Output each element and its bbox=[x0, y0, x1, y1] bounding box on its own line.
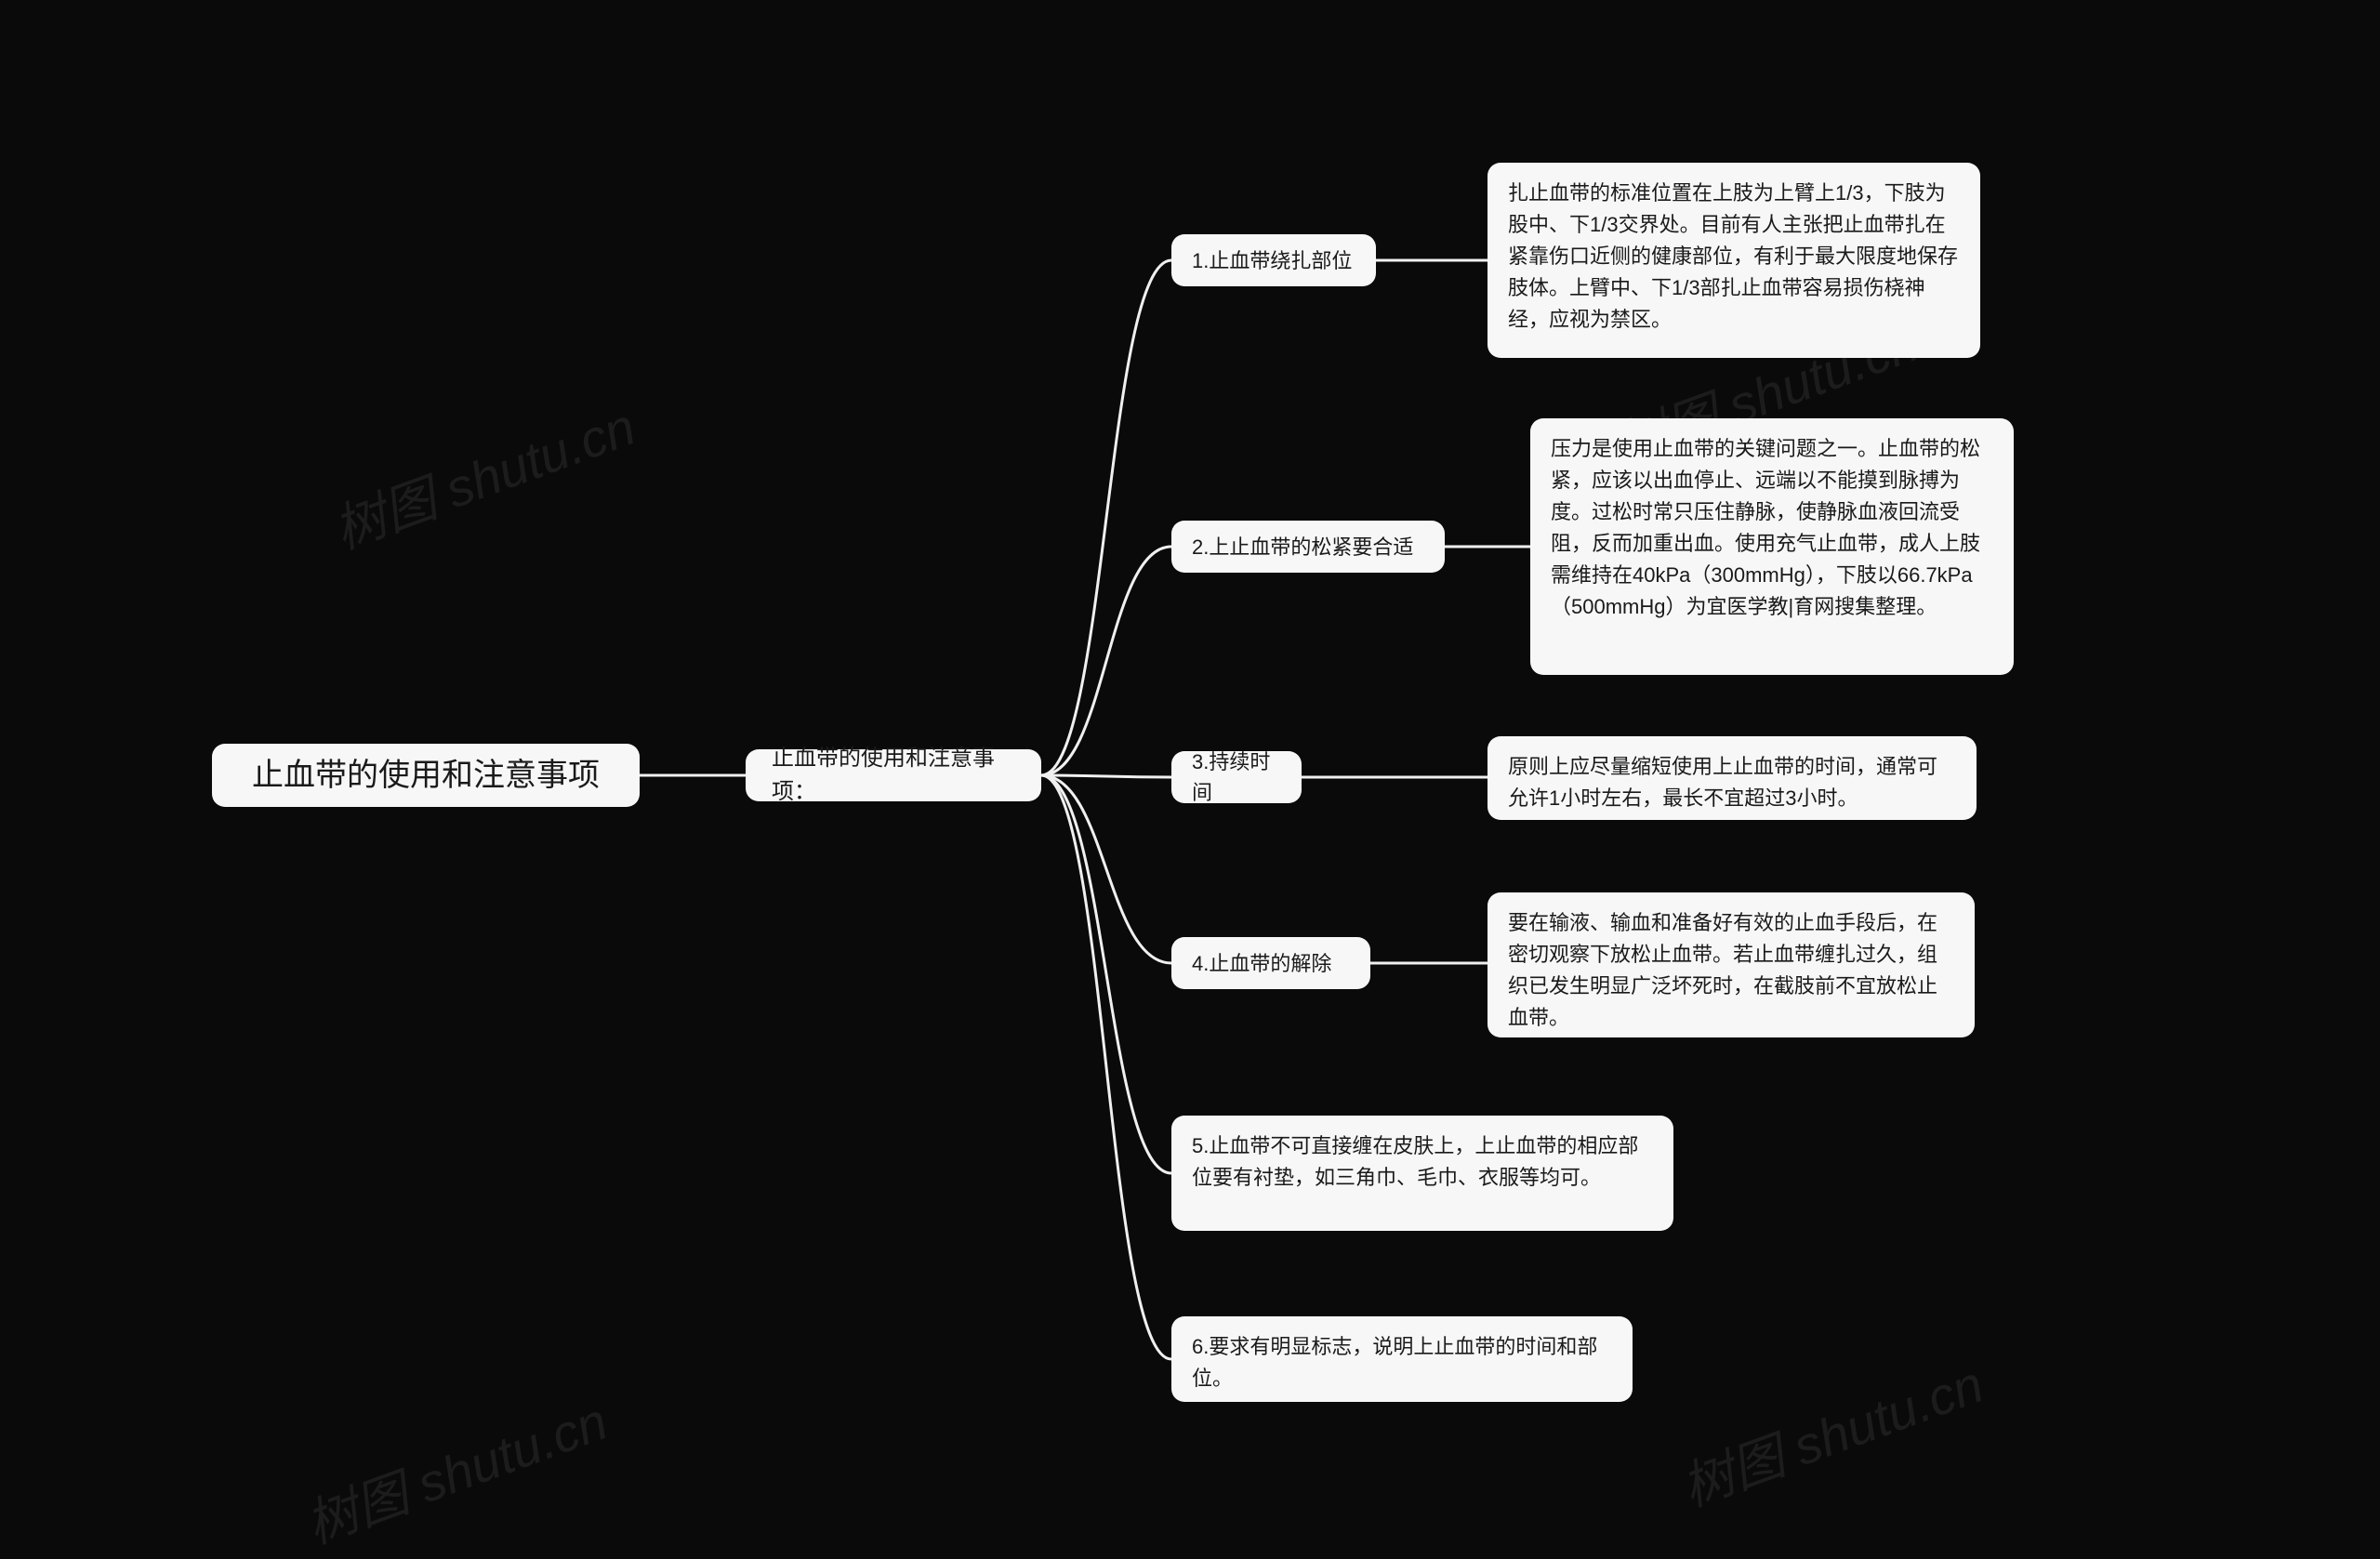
detail-label: 原则上应尽量缩短使用上止血带的时间，通常可允许1小时左右，最长不宜超过3小时。 bbox=[1508, 755, 1937, 810]
level2-label: 6.要求有明显标志，说明上止血带的时间和部位。 bbox=[1192, 1335, 1597, 1390]
level2-label: 4.止血带的解除 bbox=[1192, 948, 1331, 979]
mindmap-root: 止血带的使用和注意事项 bbox=[212, 744, 640, 807]
watermark: 树图 shutu.cn bbox=[1670, 1342, 1992, 1521]
detail-label: 要在输液、输血和准备好有效的止血手段后，在密切观察下放松止血带。若止血带缠扎过久… bbox=[1508, 911, 1937, 1029]
mindmap-detail-item: 原则上应尽量缩短使用上止血带的时间，通常可允许1小时左右，最长不宜超过3小时。 bbox=[1488, 736, 1977, 820]
detail-label: 扎止血带的标准位置在上肢为上臂上1/3，下肢为股中、下1/3交界处。目前有人主张… bbox=[1508, 181, 1958, 331]
level2-label: 5.止血带不可直接缠在皮肤上，上止血带的相应部位要有衬垫，如三角巾、毛巾、衣服等… bbox=[1192, 1134, 1638, 1189]
mindmap-level1: 止血带的使用和注意事项： bbox=[746, 749, 1041, 801]
level2-label: 1.止血带绕扎部位 bbox=[1192, 245, 1352, 276]
level2-label: 3.持续时间 bbox=[1192, 746, 1281, 808]
mindmap-detail-item: 压力是使用止血带的关键问题之一。止血带的松紧，应该以出血停止、远端以不能摸到脉搏… bbox=[1530, 418, 2014, 675]
level2-label: 2.上止血带的松紧要合适 bbox=[1192, 532, 1413, 562]
mindmap-detail-item: 要在输液、输血和准备好有效的止血手段后，在密切观察下放松止血带。若止血带缠扎过久… bbox=[1488, 892, 1975, 1037]
mindmap-level2-item: 6.要求有明显标志，说明上止血带的时间和部位。 bbox=[1171, 1316, 1633, 1402]
watermark: 树图 shutu.cn bbox=[294, 1380, 616, 1558]
mindmap-level2-item: 2.上止血带的松紧要合适 bbox=[1171, 521, 1445, 573]
mindmap-level2-item: 3.持续时间 bbox=[1171, 751, 1302, 803]
level1-label: 止血带的使用和注意事项： bbox=[772, 742, 1015, 809]
watermark: 树图 shutu.cn bbox=[322, 385, 644, 563]
mindmap-level2-item: 1.止血带绕扎部位 bbox=[1171, 234, 1376, 286]
mindmap-level2-item: 4.止血带的解除 bbox=[1171, 937, 1370, 989]
root-label: 止血带的使用和注意事项 bbox=[252, 752, 600, 799]
mindmap-detail-item: 扎止血带的标准位置在上肢为上臂上1/3，下肢为股中、下1/3交界处。目前有人主张… bbox=[1488, 163, 1980, 358]
detail-label: 压力是使用止血带的关键问题之一。止血带的松紧，应该以出血停止、远端以不能摸到脉搏… bbox=[1551, 437, 1980, 618]
mindmap-level2-item: 5.止血带不可直接缠在皮肤上，上止血带的相应部位要有衬垫，如三角巾、毛巾、衣服等… bbox=[1171, 1116, 1673, 1231]
